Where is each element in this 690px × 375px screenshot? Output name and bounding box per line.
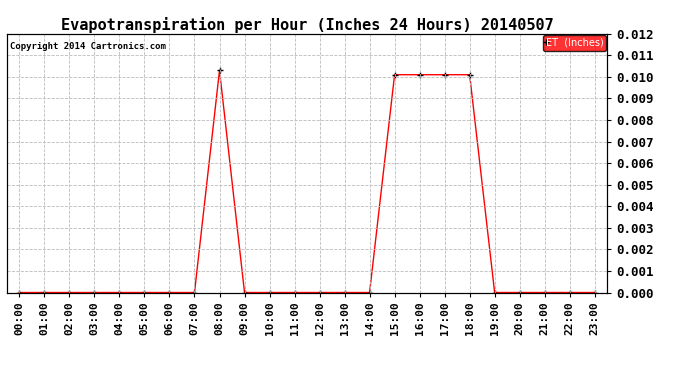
ET  (Inches) xyxy=(366,290,374,295)
ET  (Inches) xyxy=(491,290,499,295)
ET  (Inches) xyxy=(591,290,599,295)
Line: ET  (Inches): ET (Inches) xyxy=(17,68,598,295)
ET  (Inches) xyxy=(540,290,549,295)
ET  (Inches) xyxy=(15,290,23,295)
ET  (Inches) xyxy=(391,72,399,77)
ET  (Inches) xyxy=(266,290,274,295)
ET  (Inches) xyxy=(115,290,124,295)
ET  (Inches) xyxy=(215,68,224,73)
ET  (Inches) xyxy=(166,290,174,295)
ET  (Inches) xyxy=(290,290,299,295)
ET  (Inches) xyxy=(440,72,449,77)
ET  (Inches) xyxy=(140,290,148,295)
ET  (Inches) xyxy=(340,290,348,295)
Title: Evapotranspiration per Hour (Inches 24 Hours) 20140507: Evapotranspiration per Hour (Inches 24 H… xyxy=(61,16,553,33)
ET  (Inches) xyxy=(190,290,199,295)
ET  (Inches) xyxy=(40,290,48,295)
ET  (Inches) xyxy=(515,290,524,295)
ET  (Inches) xyxy=(315,290,324,295)
Text: Copyright 2014 Cartronics.com: Copyright 2014 Cartronics.com xyxy=(10,42,166,51)
ET  (Inches) xyxy=(66,290,74,295)
ET  (Inches) xyxy=(240,290,248,295)
ET  (Inches) xyxy=(90,290,99,295)
ET  (Inches) xyxy=(466,72,474,77)
Legend: ET  (Inches): ET (Inches) xyxy=(542,35,607,51)
ET  (Inches) xyxy=(566,290,574,295)
ET  (Inches) xyxy=(415,72,424,77)
